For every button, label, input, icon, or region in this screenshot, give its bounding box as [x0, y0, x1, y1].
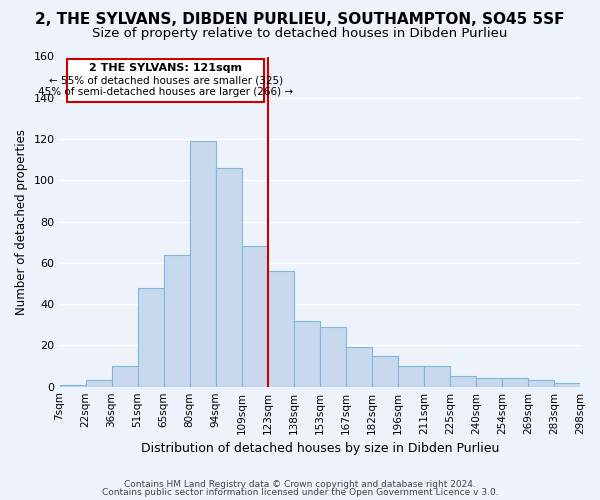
X-axis label: Distribution of detached houses by size in Dibden Purlieu: Distribution of detached houses by size …	[140, 442, 499, 455]
Bar	[320, 327, 346, 386]
Text: Contains HM Land Registry data © Crown copyright and database right 2024.: Contains HM Land Registry data © Crown c…	[124, 480, 476, 489]
Text: ← 55% of detached houses are smaller (325): ← 55% of detached houses are smaller (32…	[49, 75, 283, 85]
Text: Contains public sector information licensed under the Open Government Licence v : Contains public sector information licen…	[101, 488, 499, 497]
Text: 45% of semi-detached houses are larger (266) →: 45% of semi-detached houses are larger (…	[38, 86, 293, 97]
Bar	[294, 320, 320, 386]
FancyBboxPatch shape	[67, 58, 264, 102]
Y-axis label: Number of detached properties: Number of detached properties	[15, 128, 28, 314]
Bar	[164, 254, 190, 386]
Bar	[137, 288, 164, 386]
Bar	[528, 380, 554, 386]
Bar	[268, 271, 294, 386]
Text: 2 THE SYLVANS: 121sqm: 2 THE SYLVANS: 121sqm	[89, 62, 242, 72]
Bar	[398, 366, 424, 386]
Text: Size of property relative to detached houses in Dibden Purlieu: Size of property relative to detached ho…	[92, 28, 508, 40]
Bar	[424, 366, 450, 386]
Bar	[450, 376, 476, 386]
Bar	[190, 141, 215, 386]
Bar	[59, 384, 86, 386]
Bar	[112, 366, 137, 386]
Bar	[346, 348, 372, 387]
Bar	[242, 246, 268, 386]
Bar	[502, 378, 528, 386]
Bar	[554, 382, 580, 386]
Bar	[372, 356, 398, 386]
Bar	[476, 378, 502, 386]
Bar	[215, 168, 242, 386]
Bar	[86, 380, 112, 386]
Text: 2, THE SYLVANS, DIBDEN PURLIEU, SOUTHAMPTON, SO45 5SF: 2, THE SYLVANS, DIBDEN PURLIEU, SOUTHAMP…	[35, 12, 565, 28]
